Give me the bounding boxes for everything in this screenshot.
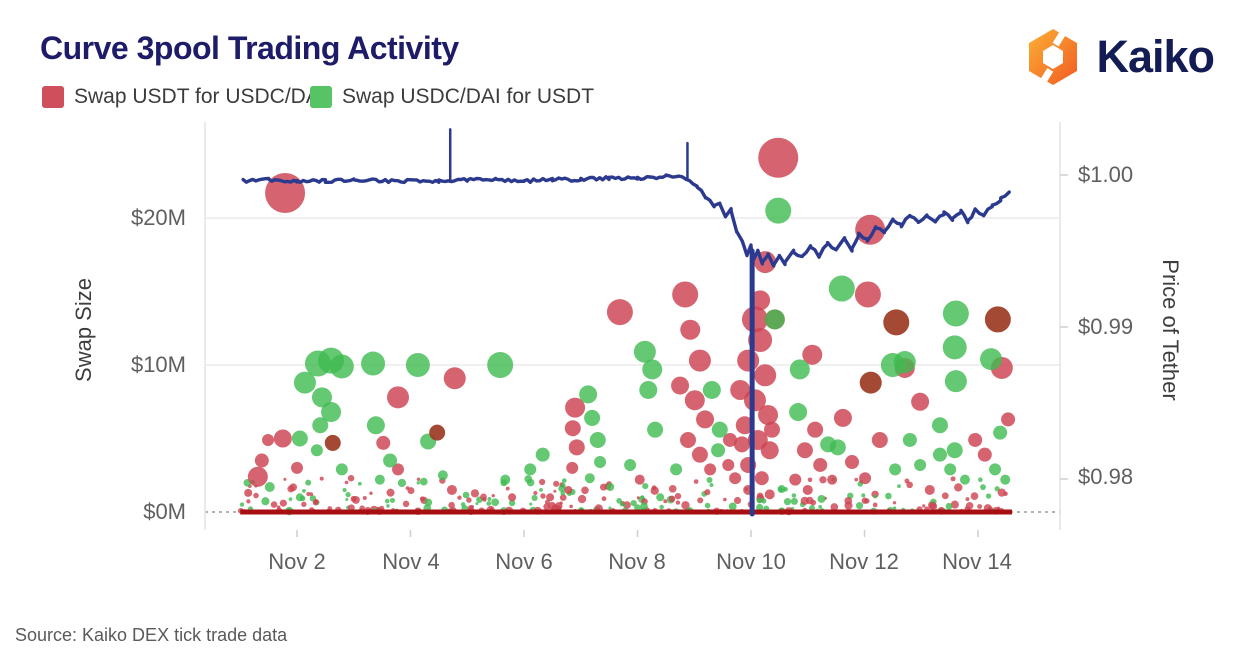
price-tick-098: $0.98	[1078, 464, 1134, 489]
legend-swatch-red	[42, 86, 64, 108]
legend-label: Swap USDT for USDC/DAI	[74, 85, 326, 108]
y-tick-20m: $20M	[130, 205, 186, 230]
y-tick-0m: $0M	[143, 499, 186, 524]
x-tick-nov2: Nov 2	[268, 549, 326, 574]
brand-name: Kaiko	[1096, 31, 1215, 82]
x-tick-nov14: Nov 14	[942, 549, 1012, 574]
y-tick-10m: $10M	[130, 352, 186, 377]
x-tick-nov6: Nov 6	[495, 549, 553, 574]
x-tick-nov8: Nov 8	[608, 549, 666, 574]
legend-item-usdt-to-usdc: Swap USDT for USDC/DAI	[42, 85, 326, 109]
kaiko-logo-icon	[1029, 26, 1078, 88]
legend-item-usdc-to-usdt: Swap USDC/DAI for USDT	[310, 85, 594, 109]
price-tick-099: $0.99	[1078, 314, 1134, 339]
y-axis-label-left: Swap Size	[71, 278, 96, 382]
x-tick-nov10: Nov 10	[716, 549, 786, 574]
legend-swatch-green	[310, 86, 332, 108]
source-caption: Source: Kaiko DEX tick trade data	[15, 625, 288, 645]
page-title: Curve 3pool Trading Activity	[40, 30, 459, 66]
brand-lockup: Kaiko	[1022, 26, 1215, 88]
legend-label: Swap USDC/DAI for USDT	[342, 85, 595, 108]
x-tick-nov12: Nov 12	[829, 549, 899, 574]
price-tick-100: $1.00	[1078, 162, 1134, 187]
x-tick-nov4: Nov 4	[382, 549, 440, 574]
y-axis-label-right: Price of Tether	[1158, 259, 1183, 401]
